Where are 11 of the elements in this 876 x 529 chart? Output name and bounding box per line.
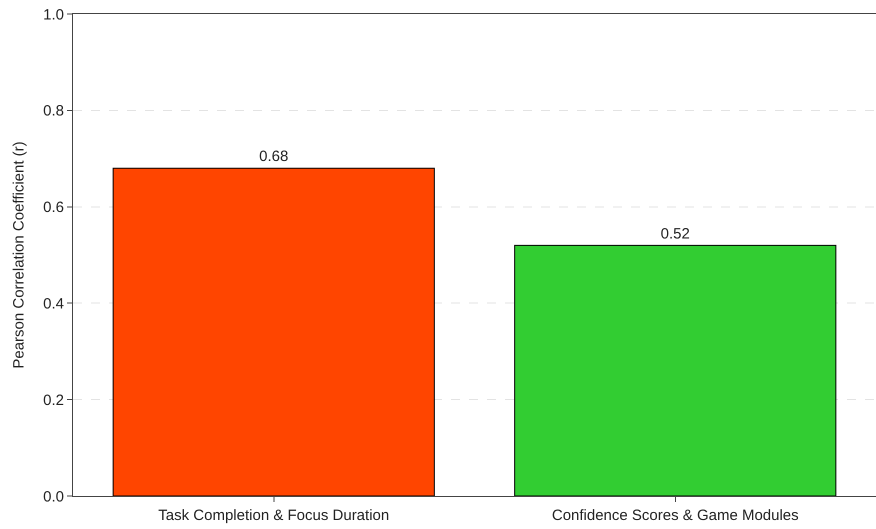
y-tick-label: 0.0 bbox=[43, 488, 64, 506]
data-label: 0.52 bbox=[660, 225, 690, 242]
y-tick-label: 0.4 bbox=[43, 295, 64, 312]
x-tick-label: Task Completion & Focus Duration bbox=[158, 507, 390, 524]
y-tick-label: 0.6 bbox=[43, 199, 64, 216]
y-tick-label: 0.2 bbox=[43, 392, 64, 409]
y-axis-title: Pearson Correlation Coefficient (r) bbox=[10, 141, 28, 369]
y-tick-label: 0.8 bbox=[43, 102, 64, 120]
y-tick-label: 1.0 bbox=[43, 6, 64, 24]
data-label: 0.68 bbox=[259, 148, 288, 166]
x-tick-label: Confidence Scores & Game Modules bbox=[552, 507, 799, 524]
